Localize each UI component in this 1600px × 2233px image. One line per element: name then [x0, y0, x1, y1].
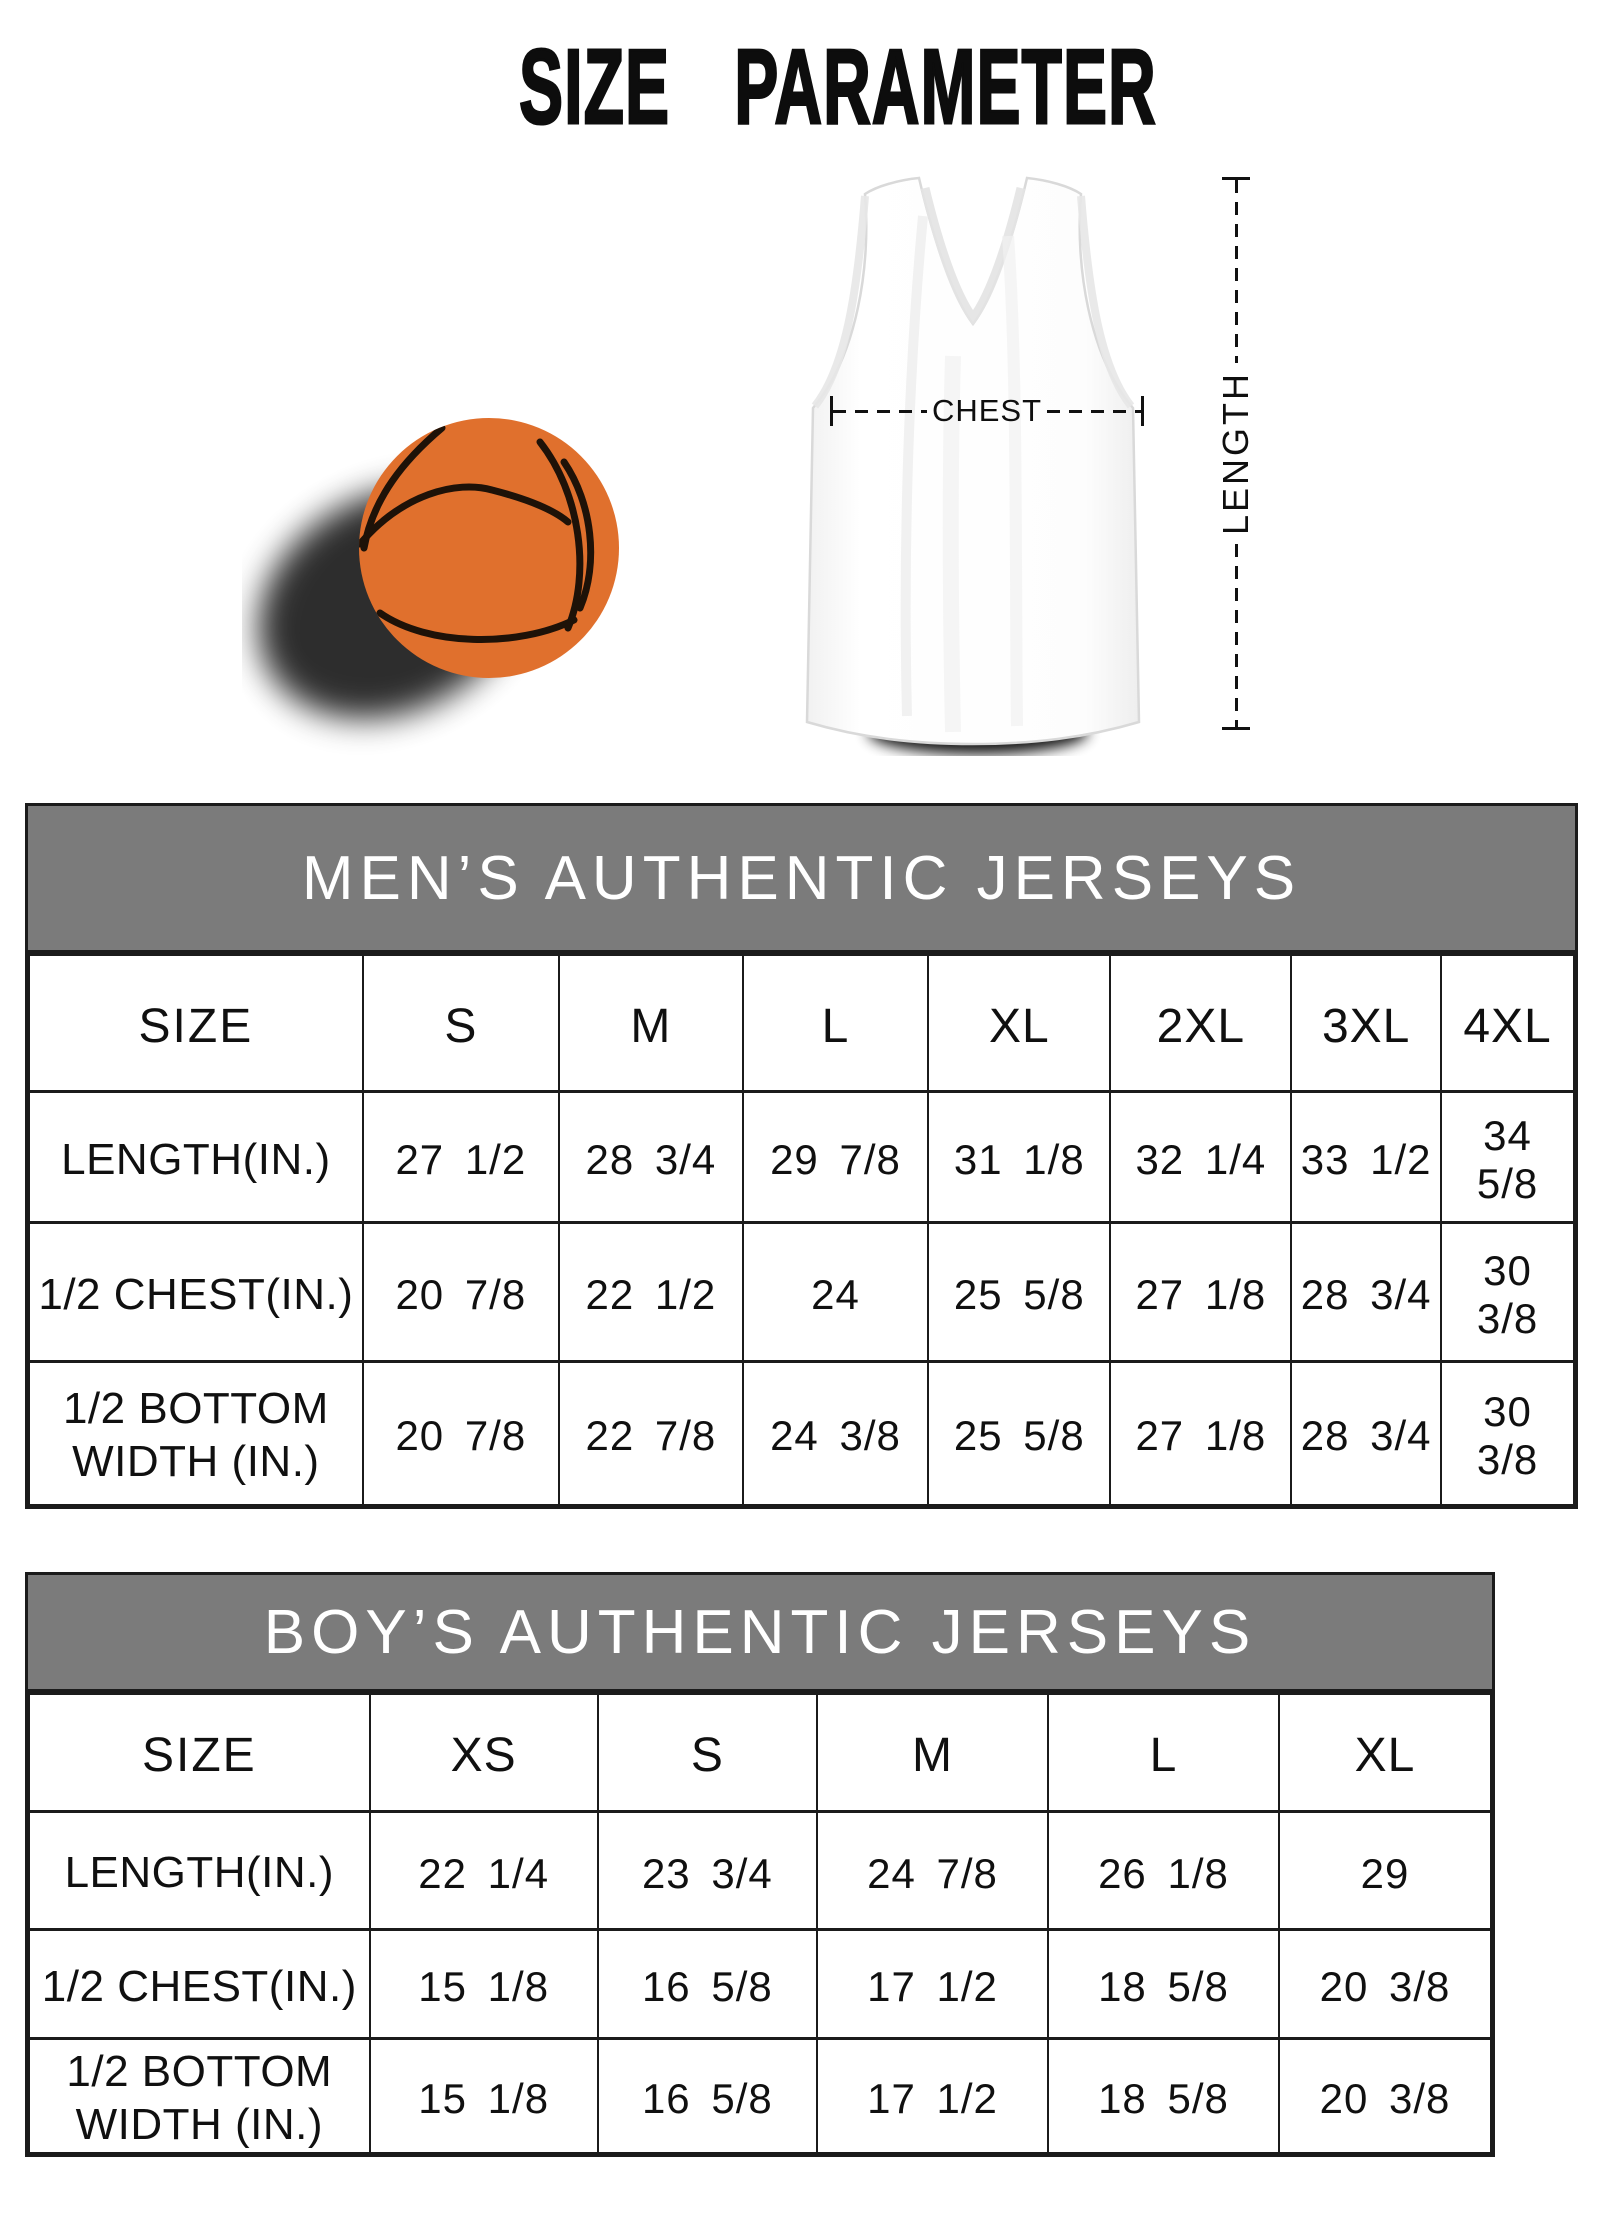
mens-table-header-band: MEN’S AUTHENTIC JERSEYS [28, 806, 1575, 953]
boys-measurement-value: 24 7/8 [816, 1810, 1049, 1931]
mens-row-label: 1/2 CHEST(IN.) [28, 1221, 364, 1363]
dashed-line-bottom [1234, 543, 1238, 727]
boys-measurement-value: 17 1/2 [816, 2037, 1049, 2154]
mens-measurement-value: 24 3/8 [741, 1360, 930, 1506]
mens-measurement-value: 28 3/4 [1290, 1360, 1443, 1506]
mens-measurement-value: 32 1/4 [1109, 1090, 1293, 1224]
dimension-tick-top [1222, 177, 1250, 180]
mens-measurement-value: 34 5/8 [1440, 1090, 1575, 1224]
mens-size-column-header: S [361, 953, 560, 1093]
mens-measurement-value: 33 1/2 [1290, 1090, 1443, 1224]
chest-label: CHEST [931, 393, 1043, 428]
page-title: SIZE PARAMETER [518, 28, 1157, 146]
boys-size-column-header: L [1046, 1692, 1280, 1813]
dimension-tick-left [830, 396, 833, 426]
mens-measurement-value: 25 5/8 [927, 1360, 1112, 1506]
length-label: LENGTH [1215, 371, 1256, 536]
mens-measurement-value: 30 3/8 [1440, 1221, 1575, 1363]
boys-measurement-value: 20 3/8 [1277, 2037, 1493, 2154]
boys-measurement-value: 18 5/8 [1046, 1928, 1280, 2040]
basketball-icon [258, 418, 619, 719]
boys-table-grid: SIZE XS S M L XL LENGTH(IN.) 22 1/4 23 3/4 24 7/8… [28, 1692, 1493, 2154]
mens-measurement-value: 28 3/4 [557, 1090, 744, 1224]
boys-measurement-value: 18 5/8 [1046, 2037, 1280, 2154]
measurement-diagram: CHEST LENGTH [0, 0, 1600, 800]
boys-measurement-value: 22 1/4 [368, 1810, 599, 1931]
boys-measurement-value: 20 3/8 [1277, 1928, 1493, 2040]
boys-measurement-value: 15 1/8 [368, 1928, 599, 2040]
dimension-tick-right [1141, 396, 1145, 426]
boys-size-heading: SIZE [28, 1692, 371, 1813]
boys-measurement-value: 17 1/2 [816, 1928, 1049, 2040]
jersey-icon [805, 176, 1141, 754]
mens-table-title: MEN’S AUTHENTIC JERSEYS [301, 843, 1302, 913]
mens-measurement-value: 27 1/2 [361, 1090, 560, 1224]
mens-size-column-header: M [557, 953, 744, 1093]
boys-measurement-value: 15 1/8 [368, 2037, 599, 2154]
mens-measurement-value: 29 7/8 [741, 1090, 930, 1224]
mens-measurement-value: 30 3/8 [1440, 1360, 1575, 1506]
dashed-line-right [1047, 409, 1142, 413]
mens-measurement-value: 28 3/4 [1290, 1221, 1443, 1363]
dashed-line-left [833, 409, 927, 413]
boys-table-header-band: BOY’S AUTHENTIC JERSEYS [28, 1575, 1492, 1692]
dashed-line-top [1234, 180, 1238, 364]
boys-size-column-header: XS [368, 1692, 599, 1813]
mens-table-grid: SIZE S M L XL 2XL 3XL 4XL LENGTH(IN.) 27 1/2 28 3/… [28, 953, 1575, 1506]
mens-measurement-value: 27 1/8 [1109, 1360, 1293, 1506]
boys-size-column-header: S [596, 1692, 819, 1813]
mens-measurement-value: 20 7/8 [361, 1221, 560, 1363]
mens-size-table: MEN’S AUTHENTIC JERSEYS SIZE S M L XL 2XL 3XL 4… [25, 803, 1578, 1509]
length-dimension-line: LENGTH [1213, 177, 1259, 730]
boys-row-label: 1/2 CHEST(IN.) [28, 1928, 371, 2040]
mens-size-column-header: XL [927, 953, 1112, 1093]
mens-measurement-value: 20 7/8 [361, 1360, 560, 1506]
boys-row-label: LENGTH(IN.) [28, 1810, 371, 1931]
mens-measurement-value: 31 1/8 [927, 1090, 1112, 1224]
boys-measurement-value: 16 5/8 [596, 1928, 819, 2040]
boys-size-column-header: XL [1277, 1692, 1493, 1813]
mens-size-column-header: 2XL [1109, 953, 1293, 1093]
mens-row-label: 1/2 BOTTOM WIDTH (IN.) [28, 1360, 364, 1506]
mens-size-heading: SIZE [28, 953, 364, 1093]
dimension-tick-bottom [1222, 727, 1250, 730]
mens-measurement-value: 25 5/8 [927, 1221, 1112, 1363]
mens-size-column-header: 4XL [1440, 953, 1575, 1093]
mens-measurement-value: 27 1/8 [1109, 1221, 1293, 1363]
mens-measurement-value: 22 7/8 [557, 1360, 744, 1506]
mens-measurement-value: 24 [741, 1221, 930, 1363]
boys-measurement-value: 26 1/8 [1046, 1810, 1280, 1931]
boys-size-table: BOY’S AUTHENTIC JERSEYS SIZE XS S M L XL LENGT… [25, 1572, 1495, 2157]
mens-row-label: LENGTH(IN.) [28, 1090, 364, 1224]
mens-measurement-value: 22 1/2 [557, 1221, 744, 1363]
boys-measurement-value: 23 3/4 [596, 1810, 819, 1931]
mens-size-column-header: 3XL [1290, 953, 1443, 1093]
boys-measurement-value: 29 [1277, 1810, 1493, 1931]
boys-measurement-value: 16 5/8 [596, 2037, 819, 2154]
boys-row-label: 1/2 BOTTOM WIDTH (IN.) [28, 2037, 371, 2154]
boys-size-column-header: M [816, 1692, 1049, 1813]
chest-dimension-line: CHEST [830, 393, 1145, 428]
boys-table-title: BOY’S AUTHENTIC JERSEYS [263, 1597, 1257, 1667]
mens-size-column-header: L [741, 953, 930, 1093]
